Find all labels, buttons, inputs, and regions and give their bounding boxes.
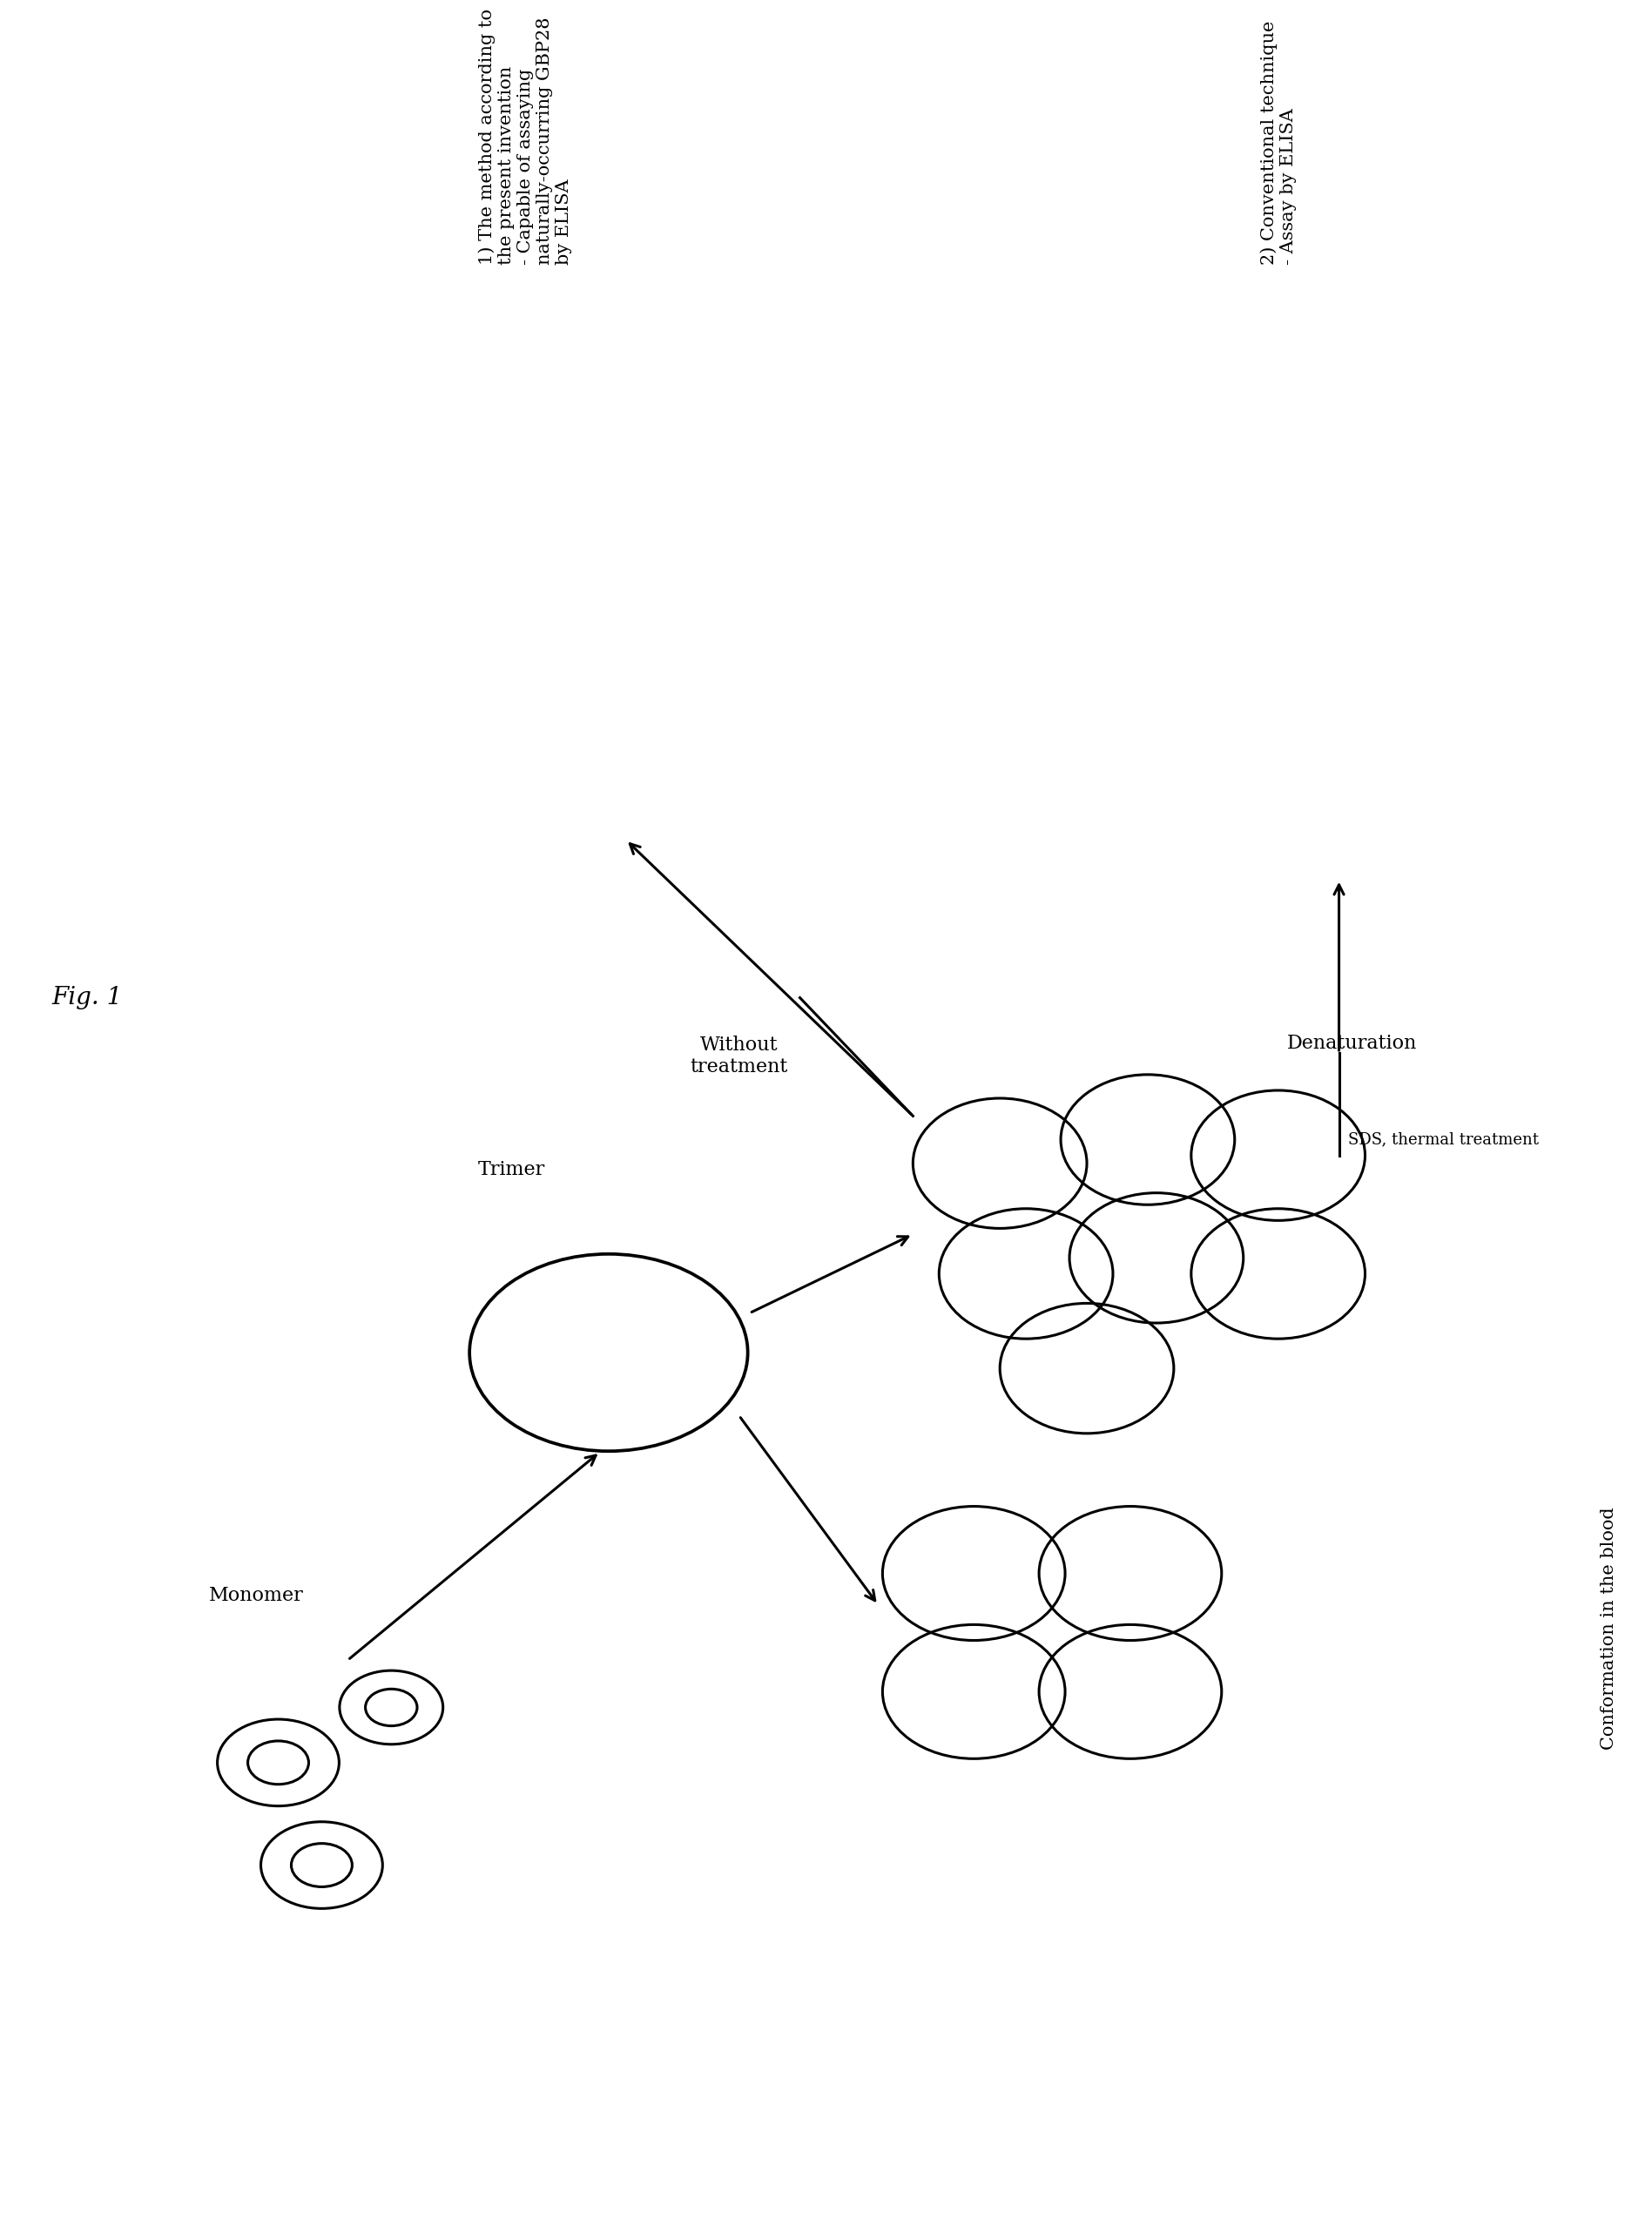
Text: Fig. 1: Fig. 1 [53,986,122,1010]
Text: Monomer: Monomer [208,1585,304,1605]
Text: Conformation in the blood: Conformation in the blood [1601,1507,1617,1749]
Text: Denaturation: Denaturation [1287,1035,1417,1052]
Text: SDS, thermal treatment: SDS, thermal treatment [1348,1132,1538,1148]
Text: 2) Conventional technique
- Assay by ELISA: 2) Conventional technique - Assay by ELI… [1260,20,1297,264]
Text: Trimer: Trimer [477,1159,545,1179]
Text: 1) The method according to
the present invention
- Capable of assaying
naturally: 1) The method according to the present i… [477,9,572,264]
Text: Without
treatment: Without treatment [691,1035,788,1077]
